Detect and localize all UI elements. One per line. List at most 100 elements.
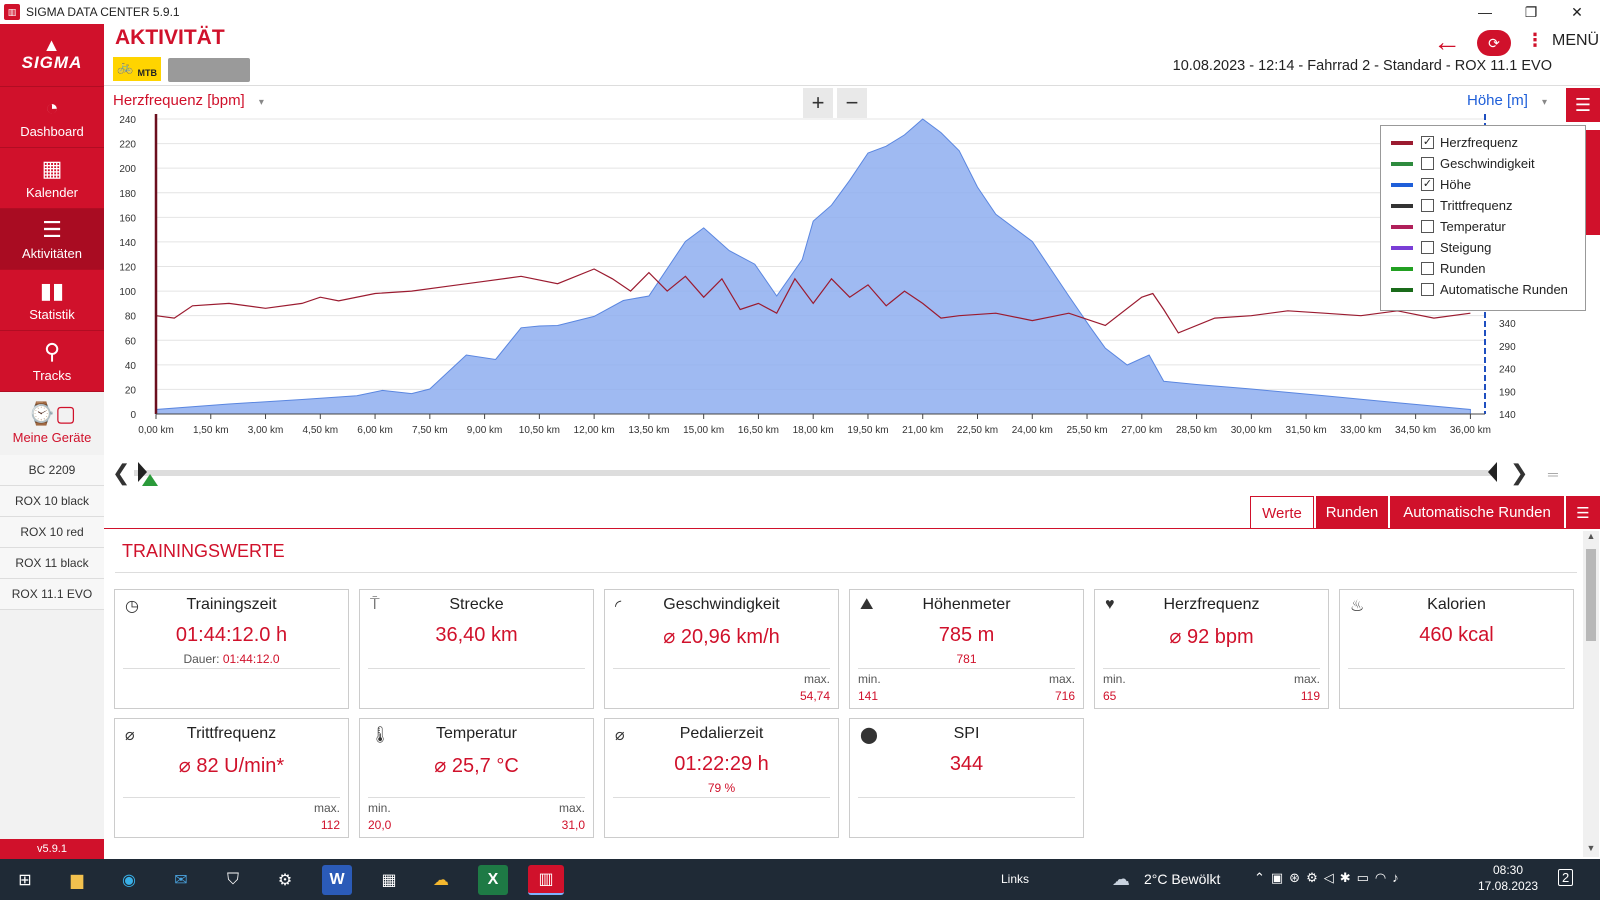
minimize-button[interactable]: — <box>1478 4 1492 20</box>
stat-divider <box>858 668 1075 669</box>
clock-icon: ◷ <box>125 598 139 615</box>
activity-chart[interactable]: 0 20 40 60 80 100 120 140 160 180 200 220 240 0,00 km… <box>104 86 1600 453</box>
weather-text[interactable]: 2°C Bewölkt <box>1144 871 1221 887</box>
stat-value: ⌀ 25,7 °C <box>434 755 519 777</box>
nav-meine-geraete[interactable]: ⌚▢ Meine Geräte <box>0 391 104 455</box>
legend-swatch <box>1391 203 1413 208</box>
calculator-icon[interactable]: ▦ <box>381 872 397 889</box>
range-track[interactable] <box>134 470 1494 476</box>
app-icon: ▥ <box>4 4 20 20</box>
tab-runden[interactable]: Runden <box>1316 496 1388 529</box>
mail-icon[interactable]: ✉ <box>174 872 188 889</box>
legend-item[interactable]: Steigung <box>1391 237 1585 258</box>
nav-tracks[interactable]: ⚲ Tracks <box>0 330 104 391</box>
scroll-left-icon[interactable]: ❮ <box>112 460 131 485</box>
legend-item[interactable]: Temperatur <box>1391 216 1585 237</box>
scroll-right-icon[interactable]: ❯ <box>1510 460 1529 485</box>
chart-legend: ✓ Herzfrequenz Geschwindigkeit ✓ Höhe Trit… <box>1380 125 1586 311</box>
legend-item[interactable]: ✓ Herzfrequenz <box>1391 132 1585 153</box>
device-item[interactable]: ROX 11 black <box>0 548 104 579</box>
x-tick-label: 6,00 km <box>357 425 393 436</box>
nav-dashboard[interactable]: ◔ Dashboard <box>0 86 104 147</box>
weather-app-icon[interactable]: ☁ <box>433 872 449 889</box>
left-axis-selector[interactable]: Herzfrequenz [bpm] ▾ <box>113 92 264 109</box>
back-arrow-icon[interactable]: ← <box>1433 26 1461 57</box>
scroll-up-icon[interactable]: ▲ <box>1586 531 1596 541</box>
legend-item[interactable]: Trittfrequenz <box>1391 195 1585 216</box>
excel-icon[interactable]: X <box>478 865 508 895</box>
legend-item[interactable]: Runden <box>1391 258 1585 279</box>
legend-checkbox[interactable]: ✓ <box>1421 136 1434 149</box>
legend-checkbox[interactable] <box>1421 283 1434 296</box>
clock-date: 17.08.2023 <box>1478 879 1539 893</box>
stat-max-value: 112 <box>320 818 340 832</box>
stat-max-value: 31,0 <box>561 818 585 832</box>
device-item[interactable]: ROX 10 red <box>0 517 104 548</box>
device-item[interactable]: BC 2209 <box>0 455 104 486</box>
vertical-scrollbar[interactable]: ▲ ▼ <box>1583 531 1599 857</box>
notification-center-icon[interactable]: 2 <box>1558 869 1574 886</box>
edge-browser-icon[interactable]: ◉ <box>122 872 136 889</box>
range-end-handle[interactable] <box>1488 462 1497 482</box>
settings-gear-icon[interactable]: ⚙ <box>277 872 293 889</box>
restore-button[interactable]: ❐ <box>1524 3 1538 20</box>
right-axis-selector[interactable]: Höhe [m] ▾ <box>1467 92 1547 109</box>
links-toolbar[interactable]: Links <box>1001 872 1030 886</box>
legend-swatch <box>1391 182 1413 187</box>
cloud-sync-icon[interactable]: ⟳ <box>1477 30 1511 56</box>
legend-checkbox[interactable] <box>1421 220 1434 233</box>
legend-item[interactable]: Automatische Runden <box>1391 279 1585 300</box>
range-start-handle[interactable] <box>138 462 147 482</box>
legend-checkbox[interactable]: ✓ <box>1421 178 1434 191</box>
side-panel-tab[interactable] <box>1586 130 1600 235</box>
stat-max-label: max. <box>1293 672 1320 686</box>
legend-swatch <box>1391 266 1413 271</box>
legend-checkbox[interactable] <box>1421 262 1434 275</box>
stat-sub: Dauer: 01:44:12.0 <box>115 652 348 666</box>
scroll-thumb[interactable] <box>1586 549 1596 641</box>
chart-area: 0 20 40 60 80 100 120 140 160 180 200 220 240 0,00 km… <box>104 85 1600 452</box>
sigma-taskbar-icon[interactable]: ▥ <box>528 865 564 895</box>
position-marker-icon[interactable] <box>142 474 158 486</box>
sigma-logo[interactable]: ▲ SIGMA <box>0 24 104 86</box>
legend-checkbox[interactable] <box>1421 157 1434 170</box>
chart-menu-button[interactable]: ☰ <box>1566 88 1600 122</box>
range-slider[interactable]: ❮ ❯ ═ <box>104 456 1600 492</box>
menu-button[interactable]: ⋮ MENÜ <box>1526 30 1599 51</box>
tab-werte[interactable]: Werte <box>1250 496 1314 529</box>
file-explorer-icon[interactable]: ▆ <box>70 872 84 889</box>
security-shield-icon[interactable]: ⛉ <box>226 871 239 888</box>
device-item[interactable]: ROX 10 black <box>0 486 104 517</box>
zoom-in-button[interactable]: + <box>803 88 833 118</box>
nav-kalender[interactable]: ▦ Kalender <box>0 147 104 208</box>
devices-icon: ⌚▢ <box>27 401 77 426</box>
stat-card: ⌀ Trittfrequenz ⌀ 82 U/min* max. 112 <box>114 718 349 838</box>
tab-automatische-runden[interactable]: Automatische Runden <box>1390 496 1564 529</box>
drag-handle-icon[interactable]: ═ <box>1548 466 1558 482</box>
legend-item[interactable]: Geschwindigkeit <box>1391 153 1585 174</box>
x-tick-label: 3,00 km <box>248 425 284 436</box>
clock[interactable]: 08:30 17.08.2023 <box>1478 863 1538 893</box>
nav-aktivitaeten[interactable]: ☰ Aktivitäten <box>0 208 104 269</box>
stat-sub-value: 781 <box>956 652 977 666</box>
stat-value: 01:44:12.0 h <box>175 624 288 646</box>
pedal-icon: ⌀ <box>615 727 625 744</box>
windows-start-icon[interactable]: ⊞ <box>18 872 32 889</box>
scroll-down-icon[interactable]: ▼ <box>1586 843 1596 853</box>
y-right-tick-label: 190 <box>1499 387 1516 398</box>
legend-checkbox[interactable] <box>1421 241 1434 254</box>
legend-label: Automatische Runden <box>1440 282 1568 297</box>
legend-checkbox[interactable] <box>1421 199 1434 212</box>
stat-title: Trittfrequenz <box>186 725 277 742</box>
activity-name-badge[interactable] <box>168 58 250 82</box>
system-tray-icons[interactable]: ⌃▣⊛⚙◁✱▭◠♪ <box>1254 870 1405 885</box>
stat-min-label: min. <box>858 672 881 686</box>
nav-statistik[interactable]: ▮▮ Statistik <box>0 269 104 330</box>
word-icon[interactable]: W <box>322 865 352 895</box>
legend-item[interactable]: ✓ Höhe <box>1391 174 1585 195</box>
close-button[interactable]: ✕ <box>1571 3 1583 20</box>
tabs-menu-button[interactable]: ☰ <box>1566 496 1600 529</box>
device-item[interactable]: ROX 11.1 EVO <box>0 579 104 610</box>
zoom-out-button[interactable]: − <box>837 88 867 118</box>
stat-sub-value: 01:44:12.0 <box>222 652 280 666</box>
